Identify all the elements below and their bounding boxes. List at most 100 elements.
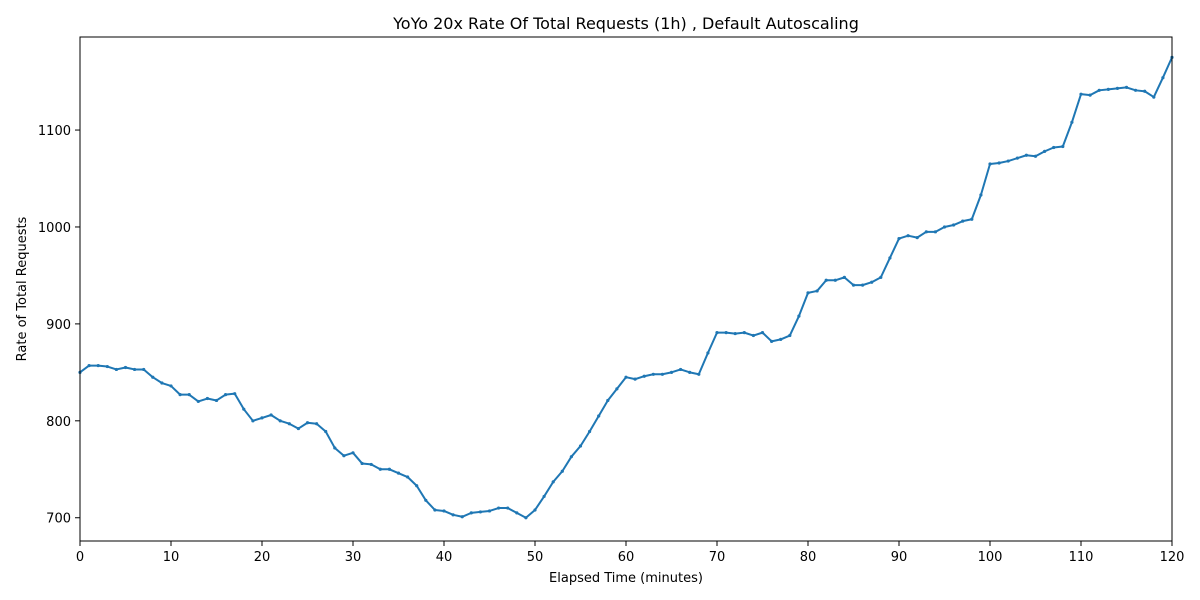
data-point: [924, 230, 928, 234]
data-point: [406, 475, 410, 479]
data-point: [214, 398, 219, 403]
x-axis-label: Elapsed Time (minutes): [549, 571, 703, 586]
data-point: [251, 419, 255, 423]
x-tick-label: 30: [345, 550, 362, 565]
data-point: [915, 236, 919, 240]
data-point: [424, 498, 428, 502]
data-point: [851, 283, 856, 287]
data-point: [160, 381, 164, 385]
data-point: [342, 454, 346, 458]
data-point: [169, 384, 173, 388]
y-tick-label: 900: [46, 318, 71, 333]
data-point: [779, 337, 783, 341]
data-point: [378, 467, 382, 471]
data-point: [933, 230, 938, 234]
data-point: [597, 414, 601, 418]
data-point: [1079, 92, 1083, 96]
plot-frame: [79, 36, 1173, 542]
data-point: [1006, 159, 1010, 163]
data-point: [260, 416, 264, 420]
x-tick-label: 80: [800, 550, 817, 565]
data-point: [1061, 144, 1065, 149]
data-point: [515, 511, 519, 515]
data-point: [788, 333, 792, 338]
data-point: [105, 364, 109, 369]
data-point: [278, 419, 282, 423]
data-point: [606, 398, 610, 403]
data-point: [906, 234, 910, 238]
data-point: [1115, 86, 1119, 90]
data-point: [588, 429, 592, 434]
data-point: [888, 256, 892, 260]
chart-title: YoYo 20x Rate Of Total Requests (1h) , D…: [392, 14, 859, 33]
data-point: [578, 444, 583, 448]
data-point: [1033, 154, 1038, 158]
data-point: [442, 509, 446, 513]
data-point: [742, 331, 746, 335]
data-point: [706, 351, 710, 355]
plot-area: [78, 36, 1174, 542]
x-tick-label: 120: [1160, 550, 1185, 565]
data-point: [724, 331, 728, 335]
data-point: [1152, 95, 1156, 99]
x-tick-label: 60: [618, 550, 635, 565]
x-tick-label: 70: [709, 550, 726, 565]
data-point: [542, 494, 546, 499]
data-point: [651, 372, 655, 376]
data-point: [988, 162, 992, 166]
y-tick-label: 700: [46, 512, 71, 527]
data-point: [815, 289, 819, 293]
data-point: [524, 516, 528, 520]
data-point: [151, 375, 155, 379]
data-point: [633, 377, 637, 381]
data-point: [1097, 88, 1101, 92]
data-point: [433, 508, 437, 512]
data-point: [861, 283, 865, 287]
y-tick-label: 1000: [38, 221, 71, 236]
data-point: [1161, 76, 1165, 80]
data-point: [224, 393, 228, 397]
data-point: [114, 367, 118, 372]
data-point: [205, 396, 209, 401]
data-point: [1024, 153, 1028, 157]
x-tick-label: 50: [527, 550, 544, 565]
data-point: [833, 278, 837, 282]
data-point: [824, 278, 828, 282]
data-point: [478, 510, 482, 514]
data-point: [1143, 89, 1147, 93]
data-point: [751, 333, 756, 338]
y-tick-label: 800: [46, 415, 71, 430]
x-tick-label: 110: [1069, 550, 1094, 565]
data-point: [870, 280, 874, 284]
data-point: [333, 446, 337, 450]
data-point: [123, 365, 128, 370]
data-point: [469, 511, 473, 515]
data-point: [133, 367, 137, 372]
data-point: [96, 363, 100, 368]
data-point: [952, 223, 956, 227]
data-point: [1043, 149, 1047, 153]
data-point: [305, 421, 310, 425]
data-point: [242, 407, 246, 411]
data-point: [997, 161, 1001, 165]
data-point: [142, 367, 146, 372]
data-point: [351, 451, 355, 455]
data-point: [533, 508, 537, 512]
data-point: [669, 370, 674, 374]
series-line: [79, 56, 1173, 519]
data-point: [961, 219, 965, 223]
data-point: [451, 513, 455, 517]
x-axis: 0 10 20 30 40 50 60 70 80 90 100 110 120: [76, 541, 1185, 565]
data-point: [497, 506, 501, 510]
data-point: [897, 237, 901, 241]
data-point: [369, 462, 373, 467]
data-point: [196, 399, 200, 404]
data-point: [360, 461, 364, 466]
data-point: [187, 393, 191, 397]
data-point: [415, 484, 419, 488]
data-point: [697, 372, 701, 376]
data-point: [296, 426, 300, 431]
data-point: [460, 515, 464, 519]
data-point: [387, 467, 391, 471]
